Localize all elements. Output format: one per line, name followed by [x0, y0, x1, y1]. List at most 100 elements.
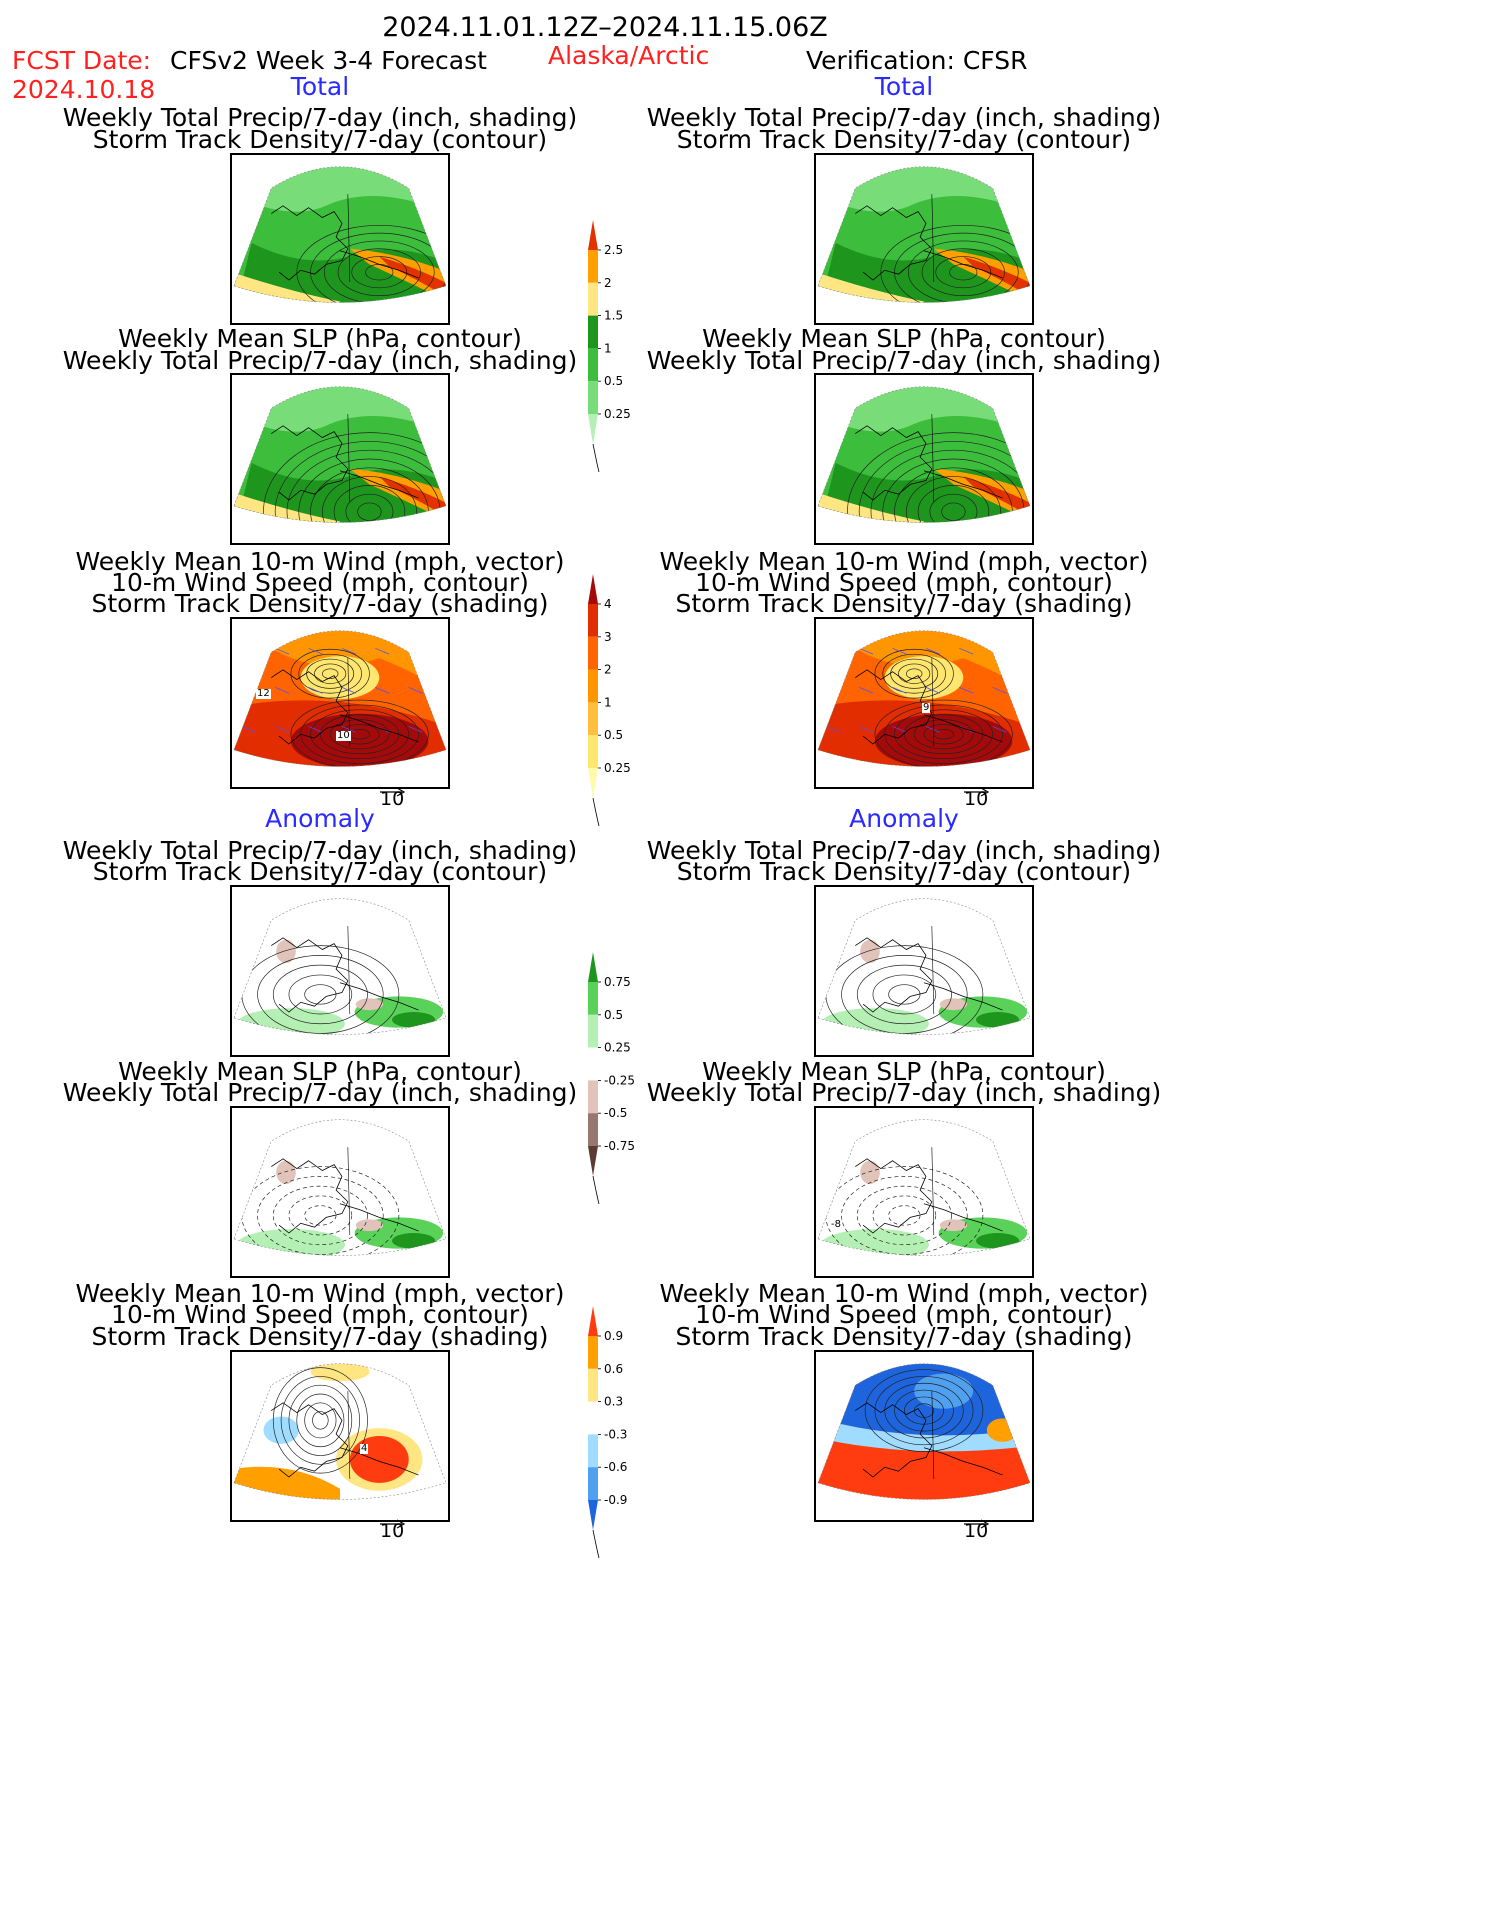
- colorbar-box: [588, 669, 598, 703]
- title-vt-slp-1: Weekly Mean SLP (hPa, contour): [702, 324, 1106, 353]
- map-verif-total-wind: 9: [814, 617, 1034, 789]
- vector-ref-label-3: 10: [380, 1520, 405, 1542]
- colorbar-tick-label: 2: [604, 663, 612, 677]
- colorbar-box: [588, 1336, 598, 1369]
- title-fa-slp-1: Weekly Mean SLP (hPa, contour): [118, 1057, 522, 1086]
- map-domain-outline: [233, 630, 447, 767]
- map-forecast-anom-slp: [230, 1106, 450, 1278]
- colorbar-storm-total: 0.25 0.5 1 2 3 4: [588, 574, 648, 842]
- vector-ref-arrow-3: [380, 1510, 406, 1535]
- title-vt-slp-2: Weekly Total Precip/7-day (inch, shading…: [646, 346, 1162, 375]
- colorbar-tick-label: -0.6: [604, 1460, 627, 1474]
- verif-slp-label-neg8: -8: [830, 1219, 842, 1230]
- title-fa-wind-3: Storm Track Density/7-day (shading): [91, 1322, 549, 1351]
- colorbar-box: [588, 735, 598, 768]
- colorbar-tick-label: 1: [604, 341, 612, 355]
- map-forecast-anom-precip: [230, 885, 450, 1057]
- colorbar-precip-total: 0.25 0.5 1 1.5 2 2.5: [588, 220, 648, 488]
- map-verif-total-slp: [814, 373, 1034, 545]
- map-domain-outline: [817, 166, 1031, 303]
- map-domain-outline: [233, 1119, 447, 1256]
- map-domain-outline: [233, 898, 447, 1035]
- colorbar-box: [588, 282, 598, 316]
- title-vt-wind-2: 10-m Wind Speed (mph, contour): [695, 568, 1113, 597]
- vector-ref-arrow-4: [964, 1510, 990, 1535]
- map-domain-outline: [233, 1363, 447, 1500]
- section-anomaly-left: Anomaly: [265, 804, 375, 833]
- colorbar-top-triangle: [588, 220, 598, 250]
- colorbar-box: [588, 1014, 598, 1048]
- colorbar-tick-label: 0.6: [604, 1362, 623, 1376]
- map-verif-anom-precip: [814, 885, 1034, 1057]
- map-verif-anom-wind: [814, 1350, 1034, 1522]
- colorbar-tick-label: 3: [604, 630, 612, 644]
- colorbar-tick-label: -0.9: [604, 1493, 627, 1507]
- title-fa-precip-1: Weekly Total Precip/7-day (inch, shading…: [62, 836, 578, 865]
- wind-label-12: 12: [256, 688, 271, 699]
- colorbar-tick-label: 0.9: [604, 1329, 623, 1343]
- colorbar-tick-label: -0.5: [604, 1106, 627, 1120]
- map-forecast-total-wind: 12 10: [230, 617, 450, 789]
- title-ft-precip-1: Weekly Total Precip/7-day (inch, shading…: [62, 103, 578, 132]
- title-ft-precip-2: Storm Track Density/7-day (contour): [92, 125, 548, 154]
- title-vt-precip-2: Storm Track Density/7-day (contour): [676, 125, 1132, 154]
- colorbar-box: [588, 1401, 598, 1435]
- map-domain-outline: [817, 630, 1031, 767]
- colorbar-tick-label: 2: [604, 276, 612, 290]
- colorbar-box: [588, 1047, 598, 1081]
- colorbar-tick-label: 4: [604, 597, 612, 611]
- wind-label-10: 10: [336, 730, 351, 741]
- vector-ref-label-4: 10: [964, 1520, 989, 1542]
- colorbar-box: [588, 315, 598, 349]
- title-va-slp-2: Weekly Total Precip/7-day (inch, shading…: [646, 1078, 1162, 1107]
- title-ft-wind-1: Weekly Mean 10-m Wind (mph, vector): [75, 547, 565, 576]
- forecast-title: CFSv2 Week 3-4 Forecast: [170, 46, 487, 75]
- colorbar-box: [588, 636, 598, 670]
- colorbar-box: [588, 1080, 598, 1114]
- map-forecast-total-slp: [230, 373, 450, 545]
- title-fa-wind-2: 10-m Wind Speed (mph, contour): [111, 1300, 529, 1329]
- map-verif-total-precip: [814, 153, 1034, 325]
- colorbar-tick-label: 0.5: [604, 1008, 623, 1022]
- colorbar-tick-label: 0.3: [604, 1395, 623, 1409]
- title-va-wind-3: Storm Track Density/7-day (shading): [675, 1322, 1133, 1351]
- colorbar-box: [588, 381, 598, 414]
- colorbar-box: [588, 1113, 598, 1146]
- title-va-slp-1: Weekly Mean SLP (hPa, contour): [702, 1057, 1106, 1086]
- colorbar-box: [588, 1368, 598, 1402]
- colorbar-tick-label: 0.25: [604, 761, 631, 775]
- colorbar-box: [588, 982, 598, 1015]
- title-ft-wind-3: Storm Track Density/7-day (shading): [91, 589, 549, 618]
- vector-ref-arrow-1: [380, 778, 406, 803]
- title-fa-slp-2: Weekly Total Precip/7-day (inch, shading…: [62, 1078, 578, 1107]
- wind-anom-label-4: 4: [360, 1443, 369, 1454]
- colorbar-tick-label: 0.25: [604, 407, 631, 421]
- fcst-date-label: FCST Date:: [12, 46, 152, 75]
- colorbar-tick-label: 1: [604, 695, 612, 709]
- map-forecast-total-precip: [230, 153, 450, 325]
- region-title: Alaska/Arctic: [548, 41, 710, 70]
- title-vt-wind-3: Storm Track Density/7-day (shading): [675, 589, 1133, 618]
- colorbar-tick-label: -0.3: [604, 1427, 627, 1441]
- colorbar-tick-label: -0.75: [604, 1139, 635, 1153]
- title-fa-wind-1: Weekly Mean 10-m Wind (mph, vector): [75, 1279, 565, 1308]
- map-forecast-anom-wind: 4: [230, 1350, 450, 1522]
- vector-ref-arrow-2: [964, 778, 990, 803]
- colorbar-top-triangle: [588, 1306, 598, 1336]
- colorbar-box: [588, 1467, 598, 1500]
- colorbar-box: [588, 604, 598, 637]
- title-ft-slp-1: Weekly Mean SLP (hPa, contour): [118, 324, 522, 353]
- colorbar-top-triangle: [588, 574, 598, 604]
- map-domain-outline: [817, 386, 1031, 523]
- colorbar-storm-anom: -0.9 -0.6 -0.3 0.3 0.6 0.9: [588, 1306, 648, 1574]
- section-total-left: Total: [290, 72, 350, 101]
- map-domain-outline: [817, 898, 1031, 1035]
- title-vt-precip-1: Weekly Total Precip/7-day (inch, shading…: [646, 103, 1162, 132]
- colorbar-tick-label: 0.75: [604, 975, 631, 989]
- title-va-precip-1: Weekly Total Precip/7-day (inch, shading…: [646, 836, 1162, 865]
- vector-ref-label-2: 10: [964, 788, 989, 810]
- colorbar-top-triangle: [588, 952, 598, 982]
- verif-wind-label-9: 9: [922, 702, 931, 713]
- fcst-date-value: 2024.10.18: [12, 75, 156, 104]
- title-ft-slp-2: Weekly Total Precip/7-day (inch, shading…: [62, 346, 578, 375]
